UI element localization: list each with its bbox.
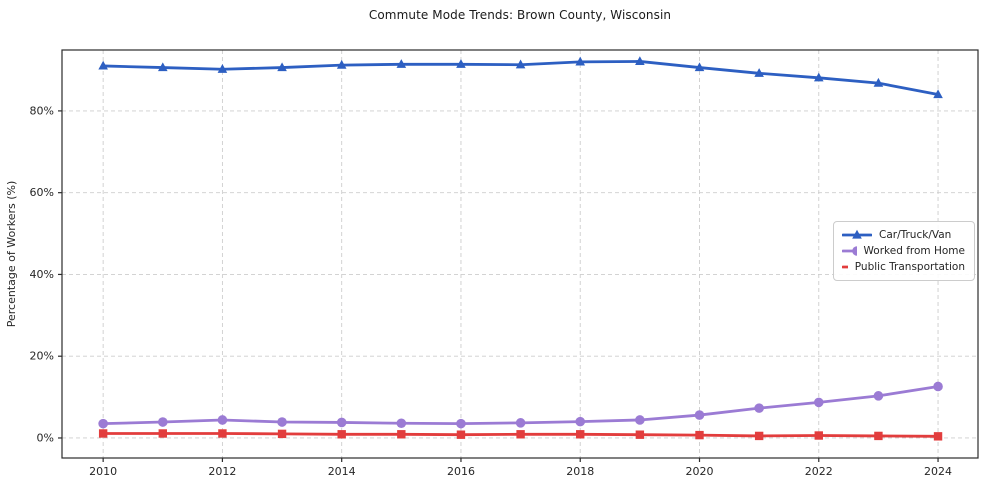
data-point bbox=[515, 418, 526, 428]
y-tick-label: 40% bbox=[30, 268, 54, 281]
x-tick-label: 2018 bbox=[566, 465, 594, 478]
data-point bbox=[217, 64, 228, 73]
legend-triangle-icon bbox=[842, 229, 872, 239]
plot-border bbox=[61, 49, 979, 459]
data-point bbox=[575, 416, 586, 427]
data-point bbox=[694, 62, 705, 72]
data-point bbox=[217, 415, 228, 425]
data-point bbox=[158, 429, 167, 438]
data-point bbox=[277, 62, 287, 72]
data-point bbox=[874, 431, 883, 441]
data-point bbox=[516, 430, 525, 439]
data-point bbox=[576, 430, 585, 439]
data-point bbox=[397, 430, 406, 439]
data-point bbox=[635, 56, 645, 66]
data-point bbox=[873, 77, 884, 87]
data-point bbox=[396, 418, 407, 429]
data-point bbox=[336, 59, 347, 69]
data-point bbox=[852, 246, 857, 256]
x-tick-label: 2024 bbox=[924, 465, 952, 478]
data-point bbox=[933, 432, 943, 441]
data-point bbox=[933, 89, 943, 99]
data-point bbox=[218, 429, 227, 438]
data-point bbox=[852, 229, 862, 239]
data-point bbox=[694, 410, 705, 420]
legend-item: Car/Truck/Van bbox=[842, 229, 965, 241]
data-point bbox=[98, 60, 108, 70]
legend: Car/Truck/Van Worked from Home Public Tran… bbox=[833, 221, 975, 281]
x-tick-label: 2014 bbox=[328, 465, 356, 478]
data-point bbox=[98, 429, 108, 438]
y-axis-label: Percentage of Workers (%) bbox=[5, 181, 18, 328]
data-point bbox=[515, 59, 526, 69]
data-point bbox=[277, 417, 287, 427]
data-point bbox=[813, 72, 824, 82]
legend-item: Worked from Home bbox=[842, 245, 965, 257]
series-square bbox=[98, 429, 943, 441]
x-tick-label: 2016 bbox=[447, 465, 475, 478]
x-tick-label: 2020 bbox=[686, 465, 714, 478]
y-tick-label: 20% bbox=[30, 350, 54, 363]
data-point bbox=[157, 417, 168, 427]
legend-item: Public Transportation bbox=[842, 261, 965, 273]
data-point bbox=[337, 430, 346, 439]
data-point bbox=[396, 59, 407, 68]
data-point bbox=[157, 62, 168, 72]
legend-label: Worked from Home bbox=[863, 245, 965, 257]
data-point bbox=[456, 430, 466, 439]
data-point bbox=[456, 59, 466, 68]
data-point bbox=[873, 391, 884, 401]
data-point bbox=[754, 431, 764, 441]
data-point bbox=[575, 56, 586, 66]
data-point bbox=[813, 397, 824, 408]
data-point bbox=[336, 417, 347, 428]
data-point bbox=[754, 68, 764, 77]
data-point bbox=[277, 429, 287, 439]
y-tick-label: 60% bbox=[30, 186, 54, 199]
data-point bbox=[635, 430, 645, 439]
legend-label: Public Transportation bbox=[854, 261, 965, 273]
x-tick-label: 2010 bbox=[89, 465, 117, 478]
y-tick-label: 0% bbox=[37, 431, 54, 444]
x-tick-label: 2022 bbox=[805, 465, 833, 478]
legend-circle-icon bbox=[842, 246, 857, 256]
data-point bbox=[695, 430, 704, 440]
data-point bbox=[933, 381, 943, 392]
legend-label: Car/Truck/Van bbox=[879, 229, 952, 241]
data-point bbox=[635, 415, 645, 425]
data-point bbox=[456, 418, 466, 429]
data-point bbox=[754, 403, 764, 413]
data-point bbox=[98, 418, 108, 429]
data-point bbox=[814, 431, 823, 440]
legend-square-icon bbox=[842, 265, 848, 269]
y-tick-label: 80% bbox=[30, 104, 54, 117]
x-tick-label: 2012 bbox=[208, 465, 236, 478]
series-triangle bbox=[98, 56, 943, 99]
chart-title: Commute Mode Trends: Brown County, Wisco… bbox=[368, 8, 672, 22]
series-circle bbox=[98, 381, 943, 429]
